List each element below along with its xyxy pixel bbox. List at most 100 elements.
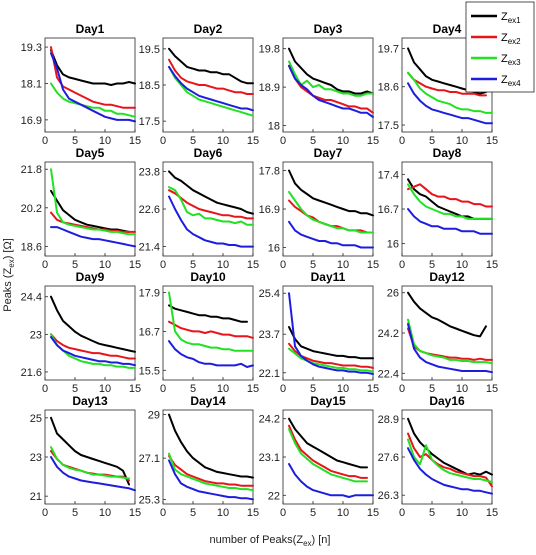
series-line-1 — [50, 295, 136, 353]
y-tick-label: 24.2 — [259, 414, 280, 426]
series-line-3 — [50, 446, 130, 480]
series-line-1 — [407, 291, 487, 338]
y-tick-label: 16 — [268, 242, 280, 254]
x-tick-label: 15 — [367, 383, 379, 395]
y-tick-label: 16.9 — [21, 115, 42, 127]
x-tick-label: 15 — [367, 135, 379, 147]
x-tick-label: 5 — [310, 259, 316, 271]
series-line-3 — [288, 347, 374, 373]
y-tick-label: 25 — [30, 413, 42, 425]
y-tick-label: 23.8 — [139, 166, 160, 178]
x-tick-label: 5 — [429, 135, 435, 147]
series-line-4 — [50, 456, 136, 492]
legend-label: Zex3 — [501, 53, 521, 67]
x-tick-label: 10 — [99, 259, 111, 271]
x-tick-label: 0 — [160, 135, 166, 147]
legend-label: Zex2 — [501, 32, 521, 46]
subplot-day5: Day5 0 5 10 15 18.6 20.2 21.8 — [21, 146, 142, 271]
y-tick-label: 26.3 — [378, 490, 399, 502]
plot-area — [44, 285, 136, 381]
x-axis-label-main: number of Peaks(Z — [210, 534, 304, 546]
y-tick-label: 25.4 — [259, 288, 280, 300]
series-line-4 — [50, 336, 136, 367]
subplot-title: Day2 — [194, 22, 223, 36]
series-line-1 — [50, 49, 136, 86]
x-tick-label: 0 — [399, 135, 405, 147]
subplot-title: Day14 — [190, 394, 226, 408]
y-tick-label: 26 — [387, 288, 399, 300]
series-line-4 — [288, 220, 374, 249]
x-tick-label: 10 — [456, 135, 468, 147]
x-tick-label: 15 — [247, 507, 259, 519]
subplot-day2: Day2 0 5 10 15 17.5 18.5 19.5 — [139, 22, 260, 147]
y-tick-label: 23.1 — [259, 452, 280, 464]
x-tick-label: 0 — [399, 383, 405, 395]
series-line-3 — [50, 82, 136, 118]
y-tick-label: 22.1 — [259, 368, 280, 380]
x-tick-label: 0 — [160, 507, 166, 519]
x-tick-label: 15 — [486, 507, 498, 519]
plot-area — [44, 161, 136, 257]
series-line-4 — [50, 52, 136, 123]
x-tick-label: 10 — [456, 507, 468, 519]
legend-item-ex1: Zex1 — [471, 11, 521, 25]
x-tick-label: 15 — [247, 259, 259, 271]
series-line-4 — [407, 82, 493, 125]
subplot-day9: Day9 0 5 10 15 21.6 23 24.4 — [21, 270, 142, 395]
subplot-title: Day13 — [72, 394, 108, 408]
subplot-day12: Day12 0 5 10 15 22.4 24.2 26 — [378, 270, 499, 395]
series-line-3 — [407, 438, 493, 483]
y-tick-label: 16 — [387, 239, 399, 251]
y-tick-label: 21 — [30, 491, 42, 503]
series-line-3 — [288, 60, 374, 97]
x-axis-label-sub: ex — [303, 539, 311, 548]
x-tick-label: 15 — [247, 383, 259, 395]
x-tick-label: 10 — [99, 507, 111, 519]
plot-area — [162, 409, 254, 505]
y-axis-label-unit: ) [Ω] — [2, 238, 14, 259]
x-tick-label: 10 — [337, 507, 349, 519]
plot-area — [401, 161, 493, 257]
series-line-3 — [168, 186, 254, 226]
x-tick-label: 0 — [160, 383, 166, 395]
plot-area — [282, 285, 374, 381]
legend-item-ex2: Zex2 — [471, 32, 521, 46]
x-tick-label: 0 — [42, 383, 48, 395]
x-tick-label: 10 — [217, 383, 229, 395]
legend: Zex1 Zex2 Zex3 Zex4 — [465, 1, 535, 93]
series-line-3 — [288, 428, 368, 483]
x-tick-label: 15 — [486, 383, 498, 395]
y-tick-label: 16.9 — [259, 204, 280, 216]
y-tick-label: 24.4 — [21, 292, 42, 304]
series-line-2 — [288, 64, 374, 114]
y-tick-label: 16.7 — [139, 326, 160, 338]
x-tick-label: 0 — [280, 507, 286, 519]
y-axis-label-main: Peaks (Z — [2, 267, 14, 311]
series-line-3 — [168, 452, 254, 492]
legend-item-ex4: Zex4 — [471, 74, 521, 88]
series-line-4 — [407, 208, 493, 235]
x-tick-label: 10 — [337, 259, 349, 271]
subplot-title: Day7 — [314, 146, 343, 160]
x-tick-label: 5 — [310, 507, 316, 519]
y-tick-label: 21.4 — [139, 242, 160, 254]
series-line-3 — [288, 190, 374, 234]
series-line-2 — [288, 424, 368, 479]
y-tick-label: 24.2 — [378, 328, 399, 340]
y-axis-label-sub: ex — [7, 259, 16, 267]
y-tick-label: 20.2 — [21, 203, 42, 215]
series-line-4 — [168, 195, 254, 248]
legend-label: Zex4 — [501, 74, 521, 88]
series-line-1 — [168, 413, 254, 479]
subplot-day15: Day15 0 5 10 15 22 23.1 24.2 — [259, 394, 380, 519]
legend-item-ex3: Zex3 — [471, 53, 521, 67]
x-tick-label: 5 — [429, 507, 435, 519]
y-tick-label: 18.6 — [21, 241, 42, 253]
series-line-1 — [288, 47, 374, 95]
x-tick-label: 10 — [99, 383, 111, 395]
x-tick-label: 5 — [310, 383, 316, 395]
x-tick-label: 10 — [337, 135, 349, 147]
series-line-4 — [50, 226, 136, 248]
subplot-title: Day11 — [311, 270, 346, 284]
